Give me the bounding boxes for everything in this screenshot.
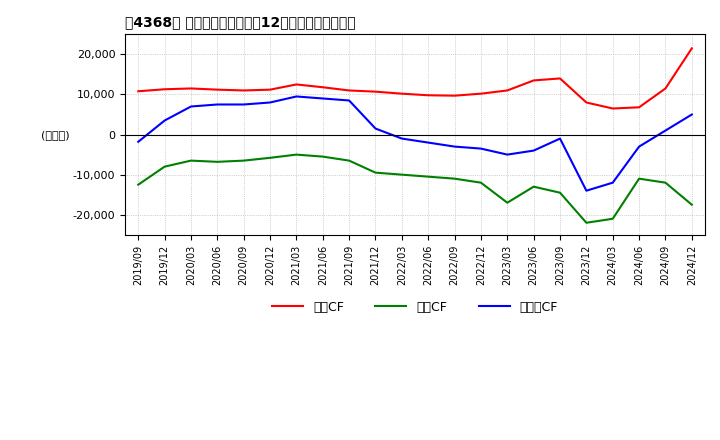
投賄CF: [292, 152, 301, 157]
フリーCF: [213, 102, 222, 107]
投賄CF: [477, 180, 485, 185]
投賄CF: [503, 200, 512, 205]
Y-axis label: (百万円): (百万円): [41, 129, 70, 139]
営業CF: [503, 88, 512, 93]
営業CF: [556, 76, 564, 81]
フリーCF: [635, 144, 644, 149]
フリーCF: [134, 139, 143, 144]
フリーCF: [239, 102, 248, 107]
フリーCF: [186, 104, 195, 109]
投賄CF: [239, 158, 248, 163]
Line: 営業CF: 営業CF: [138, 48, 692, 109]
フリーCF: [318, 96, 327, 101]
フリーCF: [397, 136, 406, 141]
営業CF: [345, 88, 354, 93]
営業CF: [292, 82, 301, 87]
投賄CF: [635, 176, 644, 181]
フリーCF: [477, 146, 485, 151]
Line: フリーCF: フリーCF: [138, 96, 692, 191]
投賄CF: [213, 159, 222, 165]
営業CF: [477, 91, 485, 96]
投賄CF: [345, 158, 354, 163]
フリーCF: [688, 112, 696, 117]
フリーCF: [292, 94, 301, 99]
営業CF: [529, 78, 538, 83]
投賄CF: [186, 158, 195, 163]
営業CF: [372, 89, 380, 94]
投賄CF: [582, 220, 590, 225]
営業CF: [608, 106, 617, 111]
営業CF: [213, 87, 222, 92]
フリーCF: [661, 128, 670, 133]
営業CF: [239, 88, 248, 93]
投賄CF: [372, 170, 380, 175]
投賄CF: [318, 154, 327, 159]
フリーCF: [450, 144, 459, 149]
営業CF: [134, 88, 143, 94]
営業CF: [450, 93, 459, 98]
フリーCF: [503, 152, 512, 157]
フリーCF: [161, 118, 169, 123]
営業CF: [688, 46, 696, 51]
投賄CF: [450, 176, 459, 181]
投賄CF: [134, 182, 143, 187]
営業CF: [635, 105, 644, 110]
フリーCF: [424, 140, 433, 145]
営業CF: [186, 86, 195, 91]
営業CF: [161, 87, 169, 92]
営業CF: [397, 91, 406, 96]
Line: 投賄CF: 投賄CF: [138, 154, 692, 223]
投賄CF: [661, 180, 670, 185]
フリーCF: [266, 100, 274, 105]
Legend: 営業CF, 投賄CF, フリーCF: 営業CF, 投賄CF, フリーCF: [267, 296, 563, 319]
投賄CF: [529, 184, 538, 189]
投賄CF: [266, 155, 274, 161]
Text: 【4368】 キャッシュフローの12か月移動合計の推移: 【4368】 キャッシュフローの12か月移動合計の推移: [125, 15, 356, 29]
営業CF: [661, 86, 670, 91]
フリーCF: [372, 126, 380, 131]
フリーCF: [582, 188, 590, 193]
投賄CF: [556, 190, 564, 195]
フリーCF: [529, 148, 538, 153]
フリーCF: [556, 136, 564, 141]
営業CF: [318, 84, 327, 90]
営業CF: [582, 100, 590, 105]
投賄CF: [608, 216, 617, 221]
投賄CF: [161, 164, 169, 169]
営業CF: [424, 93, 433, 98]
フリーCF: [608, 180, 617, 185]
投賄CF: [424, 174, 433, 179]
営業CF: [266, 87, 274, 92]
フリーCF: [345, 98, 354, 103]
投賄CF: [688, 202, 696, 207]
投賄CF: [397, 172, 406, 177]
